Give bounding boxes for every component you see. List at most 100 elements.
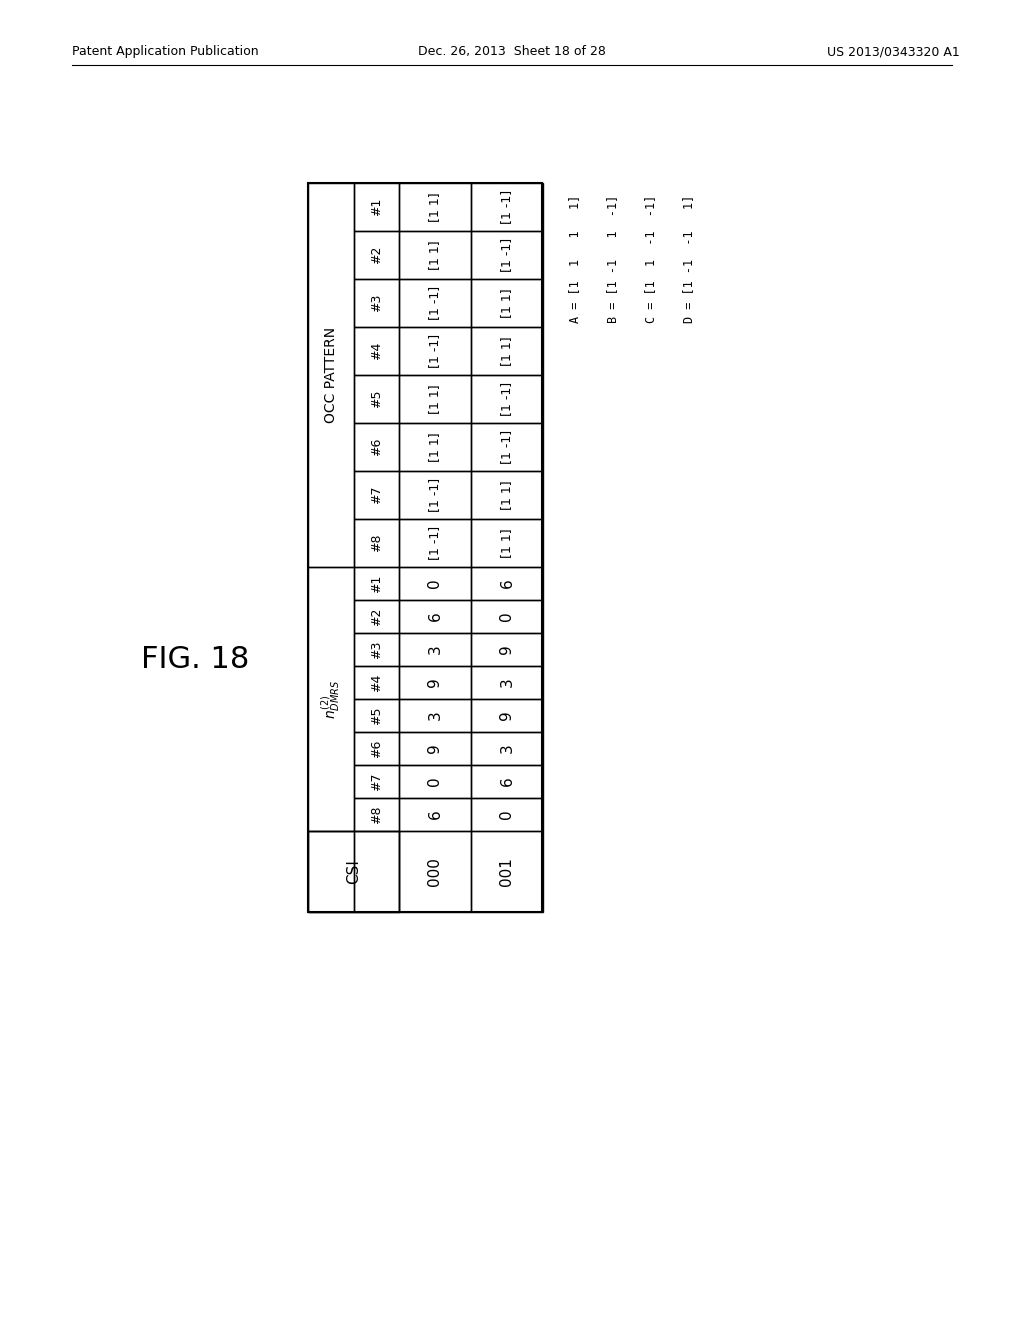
Text: $n_{DMRS}^{(2)}$: $n_{DMRS}^{(2)}$ (319, 680, 342, 718)
Bar (399, 422, 471, 471)
Bar (354, 422, 399, 471)
Text: #3: #3 (370, 640, 383, 659)
Bar (471, 634, 543, 667)
Text: A = [1  1   1   1]: A = [1 1 1 1] (568, 195, 582, 323)
Text: [1 -1]: [1 -1] (501, 430, 513, 465)
Bar (471, 568, 543, 601)
Bar (471, 832, 543, 912)
Text: 3: 3 (427, 644, 442, 655)
Bar (354, 519, 399, 568)
Text: OCC PATTERN: OCC PATTERN (324, 327, 338, 424)
Text: [1 1]: [1 1] (428, 240, 441, 269)
Bar (354, 799, 399, 832)
Bar (399, 766, 471, 799)
Bar (354, 733, 399, 766)
Bar (471, 231, 543, 279)
Text: [1 1]: [1 1] (428, 384, 441, 413)
Text: 000: 000 (427, 857, 442, 886)
Bar (354, 700, 399, 733)
Bar (471, 700, 543, 733)
Bar (308, 568, 354, 832)
Text: FIG. 18: FIG. 18 (141, 645, 249, 675)
Text: 3: 3 (427, 710, 442, 721)
Text: 0: 0 (500, 611, 514, 622)
Bar (471, 471, 543, 519)
Bar (399, 634, 471, 667)
Text: 9: 9 (427, 677, 442, 688)
Bar (354, 601, 399, 634)
Bar (471, 733, 543, 766)
Text: #4: #4 (370, 342, 383, 360)
Text: [1 -1]: [1 -1] (428, 478, 441, 512)
Text: US 2013/0343320 A1: US 2013/0343320 A1 (827, 45, 961, 58)
Text: 6: 6 (427, 611, 442, 622)
Text: [1 1]: [1 1] (428, 193, 441, 222)
Text: [1 1]: [1 1] (501, 288, 513, 318)
Bar (354, 279, 399, 327)
Bar (399, 327, 471, 375)
Bar (308, 183, 354, 568)
Bar (399, 733, 471, 766)
Text: Patent Application Publication: Patent Application Publication (72, 45, 259, 58)
Text: #4: #4 (370, 673, 383, 692)
Bar (354, 568, 399, 601)
Text: [1 -1]: [1 -1] (428, 286, 441, 319)
Bar (471, 799, 543, 832)
Bar (471, 667, 543, 700)
Text: #2: #2 (370, 607, 383, 626)
Bar (471, 375, 543, 422)
Bar (354, 183, 399, 231)
Text: 0: 0 (500, 809, 514, 820)
Text: #7: #7 (370, 486, 383, 504)
Text: CSI: CSI (346, 859, 361, 884)
Text: [1 -1]: [1 -1] (501, 381, 513, 416)
Text: #2: #2 (370, 246, 383, 264)
Bar (471, 519, 543, 568)
Bar (399, 799, 471, 832)
Bar (399, 375, 471, 422)
Text: [1 -1]: [1 -1] (428, 334, 441, 368)
Text: #3: #3 (370, 294, 383, 313)
Text: 6: 6 (500, 578, 514, 589)
Bar (471, 327, 543, 375)
Text: #5: #5 (370, 389, 383, 408)
Text: B = [1 -1   1  -1]: B = [1 -1 1 -1] (606, 195, 620, 323)
Bar (471, 601, 543, 634)
Text: 0: 0 (427, 578, 442, 589)
Text: [1 -1]: [1 -1] (428, 525, 441, 560)
Text: #8: #8 (370, 533, 383, 552)
Text: 0: 0 (427, 776, 442, 787)
Bar (399, 601, 471, 634)
Text: 3: 3 (500, 677, 514, 688)
Text: [1 1]: [1 1] (501, 337, 513, 366)
Text: 9: 9 (500, 644, 514, 655)
Text: [1 1]: [1 1] (501, 480, 513, 510)
Text: [1 1]: [1 1] (501, 528, 513, 558)
Bar (399, 231, 471, 279)
Bar (308, 832, 399, 912)
Text: #1: #1 (370, 198, 383, 216)
Bar (308, 832, 354, 912)
Text: 9: 9 (427, 743, 442, 754)
Text: 9: 9 (500, 710, 514, 721)
Text: 6: 6 (427, 809, 442, 820)
Bar (399, 471, 471, 519)
Text: #1: #1 (370, 574, 383, 593)
Bar (354, 634, 399, 667)
Text: [1 1]: [1 1] (428, 432, 441, 462)
Bar (471, 422, 543, 471)
Bar (471, 279, 543, 327)
Bar (354, 327, 399, 375)
Bar (399, 568, 471, 601)
Text: [1 -1]: [1 -1] (501, 190, 513, 224)
Bar (354, 766, 399, 799)
Bar (399, 519, 471, 568)
Text: #5: #5 (370, 706, 383, 725)
Bar (354, 231, 399, 279)
Bar (399, 700, 471, 733)
Bar (399, 667, 471, 700)
Text: #6: #6 (370, 739, 383, 758)
Text: Dec. 26, 2013  Sheet 18 of 28: Dec. 26, 2013 Sheet 18 of 28 (418, 45, 606, 58)
Text: #7: #7 (370, 772, 383, 791)
Text: #8: #8 (370, 805, 383, 824)
